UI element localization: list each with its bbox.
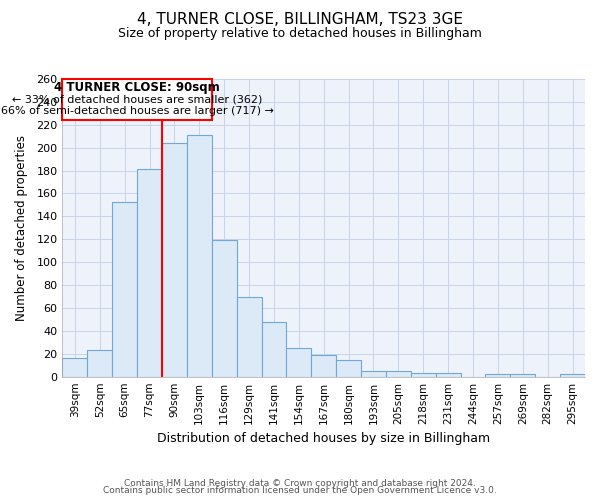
Text: Contains HM Land Registry data © Crown copyright and database right 2024.: Contains HM Land Registry data © Crown c… [124,478,476,488]
Bar [162,143,187,376]
Bar [311,355,336,376]
Bar [262,322,286,376]
Text: Size of property relative to detached houses in Billingham: Size of property relative to detached ho… [118,28,482,40]
Bar [286,348,311,376]
Bar [436,373,461,376]
Bar [361,371,386,376]
Bar [336,360,361,376]
Bar [511,374,535,376]
Text: 66% of semi-detached houses are larger (717) →: 66% of semi-detached houses are larger (… [1,106,274,116]
Text: ← 33% of detached houses are smaller (362): ← 33% of detached houses are smaller (36… [12,94,262,104]
Bar [187,135,212,376]
Bar [212,240,236,376]
Y-axis label: Number of detached properties: Number of detached properties [15,135,28,321]
Bar [560,374,585,376]
X-axis label: Distribution of detached houses by size in Billingham: Distribution of detached houses by size … [157,432,490,445]
Bar [88,350,112,376]
Text: Contains public sector information licensed under the Open Government Licence v3: Contains public sector information licen… [103,486,497,495]
Text: 4 TURNER CLOSE: 90sqm: 4 TURNER CLOSE: 90sqm [54,80,220,94]
Bar [112,202,137,376]
Bar [236,296,262,376]
Bar [62,358,88,376]
Bar [485,374,511,376]
Bar [386,371,411,376]
Bar [411,373,436,376]
Bar [137,170,162,376]
Text: 4, TURNER CLOSE, BILLINGHAM, TS23 3GE: 4, TURNER CLOSE, BILLINGHAM, TS23 3GE [137,12,463,28]
